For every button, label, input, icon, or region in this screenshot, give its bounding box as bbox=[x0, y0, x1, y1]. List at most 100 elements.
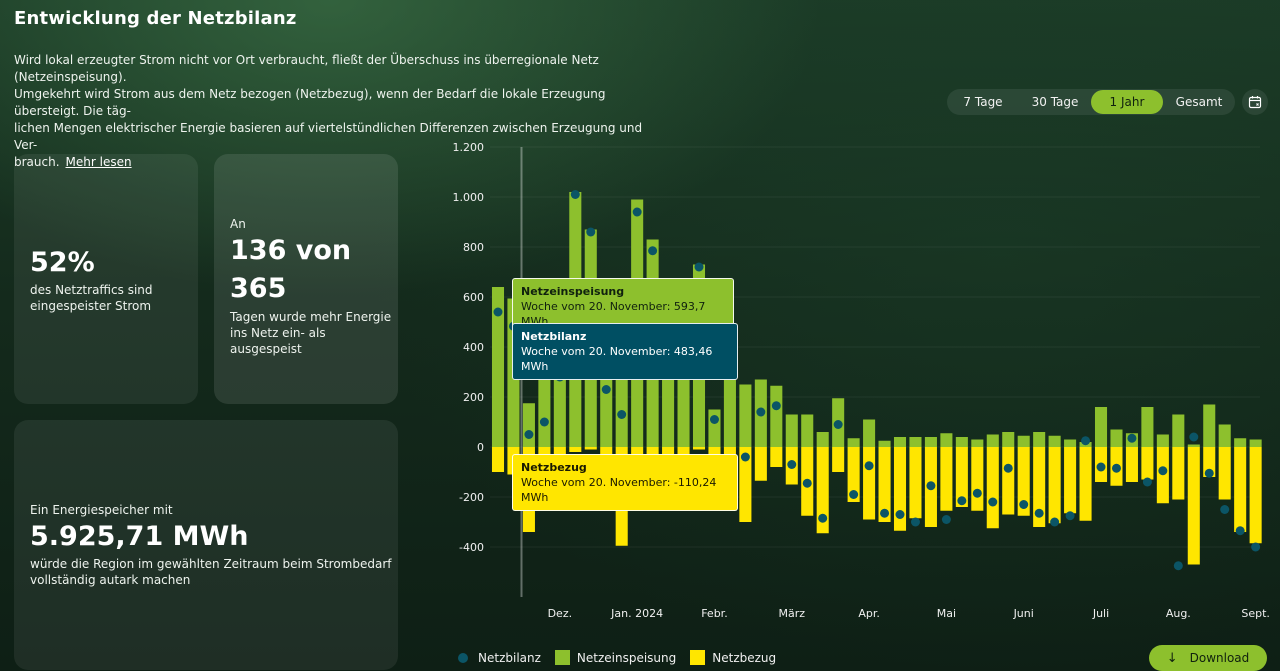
feed-bar[interactable] bbox=[1110, 429, 1123, 448]
feed-bar[interactable] bbox=[1002, 432, 1015, 447]
balance-point[interactable] bbox=[1235, 526, 1245, 536]
range-30-days[interactable]: 30 Tage bbox=[1031, 95, 1079, 109]
balance-point[interactable] bbox=[570, 190, 580, 199]
feed-bar[interactable] bbox=[615, 370, 628, 447]
balance-point[interactable] bbox=[802, 478, 812, 488]
draw-bar[interactable] bbox=[1002, 447, 1015, 515]
feed-bar[interactable] bbox=[1048, 435, 1061, 447]
balance-point[interactable] bbox=[1081, 436, 1091, 446]
draw-bar[interactable] bbox=[986, 447, 999, 529]
balance-point[interactable] bbox=[648, 246, 658, 256]
draw-bar[interactable] bbox=[1064, 447, 1077, 514]
balance-point[interactable] bbox=[1189, 432, 1199, 442]
balance-point[interactable] bbox=[1158, 466, 1168, 476]
range-7-days[interactable]: 7 Tage bbox=[963, 95, 1003, 109]
draw-bar[interactable] bbox=[1218, 447, 1231, 500]
balance-point[interactable] bbox=[617, 410, 627, 419]
feed-bar[interactable] bbox=[723, 373, 736, 447]
draw-bar[interactable] bbox=[1234, 447, 1247, 532]
feed-bar[interactable] bbox=[940, 433, 953, 447]
feed-bar[interactable] bbox=[924, 437, 937, 447]
feed-bar[interactable] bbox=[986, 434, 999, 448]
balance-point[interactable] bbox=[787, 460, 797, 469]
feed-bar[interactable] bbox=[1218, 424, 1231, 448]
draw-bar[interactable] bbox=[909, 447, 922, 519]
calendar-button[interactable] bbox=[1242, 89, 1268, 115]
balance-point[interactable] bbox=[833, 420, 843, 429]
feed-bar[interactable] bbox=[785, 414, 798, 448]
feed-bar[interactable] bbox=[538, 369, 551, 448]
feed-bar[interactable] bbox=[739, 384, 752, 448]
balance-point[interactable] bbox=[740, 452, 750, 462]
feed-bar[interactable] bbox=[553, 363, 566, 447]
balance-point[interactable] bbox=[1251, 542, 1261, 552]
balance-point[interactable] bbox=[771, 401, 781, 411]
feed-bar[interactable] bbox=[1249, 439, 1262, 448]
draw-bar[interactable] bbox=[955, 447, 968, 507]
draw-bar[interactable] bbox=[1249, 447, 1262, 544]
feed-bar[interactable] bbox=[955, 437, 968, 447]
draw-bar[interactable] bbox=[940, 447, 953, 511]
balance-point[interactable] bbox=[988, 497, 998, 507]
balance-point[interactable] bbox=[493, 307, 503, 317]
balance-point[interactable] bbox=[926, 481, 936, 491]
more-link[interactable]: Mehr lesen bbox=[65, 155, 132, 169]
balance-point[interactable] bbox=[709, 415, 719, 424]
draw-bar[interactable] bbox=[491, 447, 505, 472]
feed-bar[interactable] bbox=[863, 419, 876, 448]
balance-point[interactable] bbox=[1111, 463, 1121, 473]
feed-bar[interactable] bbox=[677, 359, 690, 448]
balance-point[interactable] bbox=[910, 517, 920, 527]
feed-bar[interactable] bbox=[491, 287, 505, 447]
draw-bar[interactable] bbox=[832, 447, 845, 472]
feed-bar[interactable] bbox=[1203, 404, 1216, 448]
balance-point[interactable] bbox=[756, 407, 766, 417]
feed-bar[interactable] bbox=[893, 437, 907, 447]
draw-bar[interactable] bbox=[1048, 447, 1061, 524]
balance-point[interactable] bbox=[694, 262, 704, 272]
balance-point[interactable] bbox=[601, 385, 611, 394]
balance-point[interactable] bbox=[1065, 511, 1075, 521]
balance-point[interactable] bbox=[864, 461, 874, 471]
balance-point[interactable] bbox=[895, 510, 905, 519]
feed-bar[interactable] bbox=[770, 385, 783, 447]
draw-bar[interactable] bbox=[1033, 447, 1046, 527]
feed-bar[interactable] bbox=[1172, 414, 1185, 448]
draw-bar[interactable] bbox=[770, 447, 783, 467]
balance-point[interactable] bbox=[818, 513, 828, 523]
feed-bar[interactable] bbox=[1033, 432, 1046, 447]
balance-point[interactable] bbox=[1050, 517, 1060, 527]
range-1-year[interactable]: 1 Jahr bbox=[1091, 90, 1163, 114]
feed-bar[interactable] bbox=[816, 432, 829, 447]
balance-point[interactable] bbox=[1127, 433, 1137, 443]
draw-bar[interactable] bbox=[692, 447, 706, 450]
balance-point[interactable] bbox=[539, 417, 549, 427]
balance-point[interactable] bbox=[524, 430, 534, 439]
feed-bar[interactable] bbox=[1064, 439, 1077, 448]
balance-point[interactable] bbox=[880, 508, 890, 518]
balance-point[interactable] bbox=[632, 207, 642, 217]
draw-bar[interactable] bbox=[878, 447, 891, 522]
draw-bar[interactable] bbox=[971, 447, 984, 511]
balance-point[interactable] bbox=[1096, 462, 1106, 472]
download-button[interactable]: ↓ Download bbox=[1149, 645, 1267, 671]
draw-bar[interactable] bbox=[816, 447, 829, 534]
draw-bar[interactable] bbox=[847, 447, 860, 502]
legend-draw[interactable]: Netzbezug bbox=[690, 650, 776, 665]
draw-bar[interactable] bbox=[1125, 447, 1138, 482]
balance-point[interactable] bbox=[1003, 463, 1013, 473]
draw-bar[interactable] bbox=[739, 447, 752, 522]
balance-point[interactable] bbox=[1019, 500, 1029, 509]
balance-point[interactable] bbox=[941, 515, 951, 524]
feed-bar[interactable] bbox=[909, 437, 922, 447]
feed-bar[interactable] bbox=[1094, 407, 1108, 447]
feed-bar[interactable] bbox=[1141, 407, 1154, 447]
feed-bar[interactable] bbox=[1156, 434, 1169, 448]
draw-bar[interactable] bbox=[1187, 447, 1200, 565]
draw-bar[interactable] bbox=[1172, 447, 1185, 500]
feed-bar[interactable] bbox=[1234, 438, 1247, 447]
balance-point[interactable] bbox=[1142, 477, 1152, 487]
feed-bar[interactable] bbox=[878, 440, 891, 447]
feed-bar[interactable] bbox=[801, 414, 814, 448]
balance-point[interactable] bbox=[957, 496, 967, 506]
